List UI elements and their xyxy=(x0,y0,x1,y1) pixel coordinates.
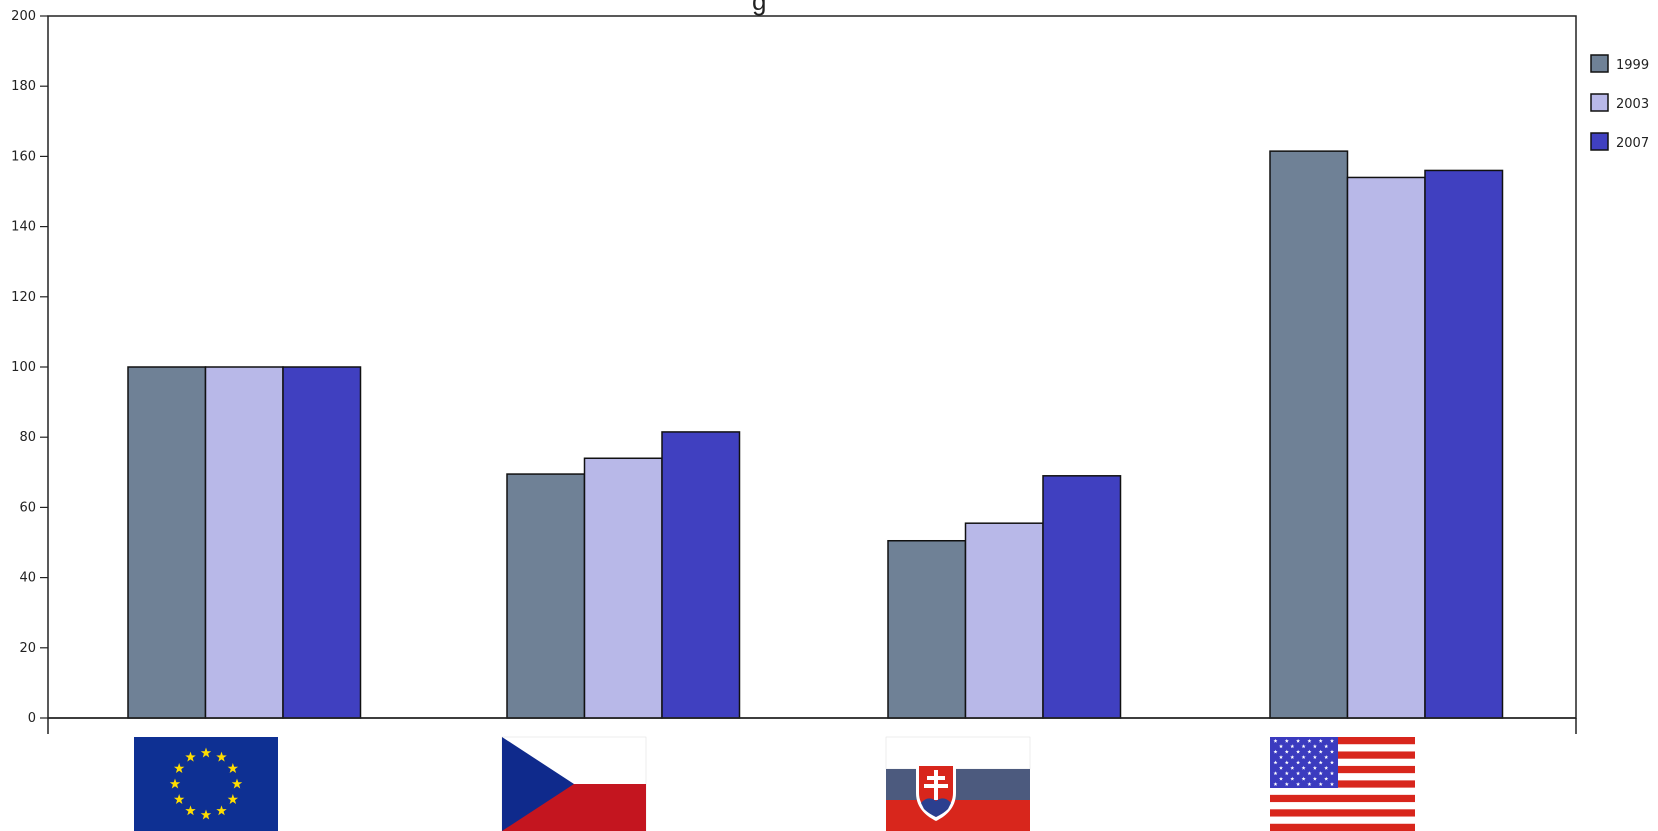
bar-2007-0 xyxy=(282,366,362,719)
y-tick-label: 140 xyxy=(11,220,36,235)
y-tick-label: 60 xyxy=(19,500,36,515)
legend-swatch-1999 xyxy=(1590,54,1609,73)
bar-1999-1 xyxy=(506,473,586,719)
legend-swatch-2003 xyxy=(1590,93,1609,112)
y-tick-label: 20 xyxy=(19,641,36,656)
bar-2007-3 xyxy=(1424,169,1504,719)
y-tick-label: 160 xyxy=(11,149,36,164)
legend-label-2003: 2003 xyxy=(1616,97,1649,112)
bar-2003-3 xyxy=(1346,176,1426,719)
y-tick-label: 200 xyxy=(11,9,36,24)
bar-2003-1 xyxy=(583,457,663,719)
y-axis: 0 20 40 60 80 100 120 140 160 180 200 xyxy=(11,9,48,726)
legend: 1999 2003 2007 xyxy=(1590,54,1649,151)
chart-title-fragment: g xyxy=(752,0,766,16)
legend-label-2007: 2007 xyxy=(1616,136,1649,151)
bars-group xyxy=(127,150,1504,719)
y-tick-label: 180 xyxy=(11,79,36,94)
bar-1999-2 xyxy=(887,539,967,719)
usa-flag-icon xyxy=(1270,737,1415,831)
bar-1999-0 xyxy=(127,366,207,719)
eu-flag-icon xyxy=(134,737,278,831)
y-tick-label: 100 xyxy=(11,360,36,375)
legend-label-1999: 1999 xyxy=(1616,58,1649,73)
bar-2003-0 xyxy=(204,366,284,719)
y-tick-label: 80 xyxy=(19,430,36,445)
bar-2007-1 xyxy=(661,431,741,719)
czech-flag-icon xyxy=(501,736,647,831)
y-tick-label: 0 xyxy=(28,711,36,726)
y-tick-label: 120 xyxy=(11,290,36,305)
y-tick-label: 40 xyxy=(19,571,36,586)
bar-2003-2 xyxy=(964,522,1044,719)
bar-2007-2 xyxy=(1042,475,1122,719)
bar-1999-3 xyxy=(1269,150,1349,719)
slovakia-flag-icon xyxy=(885,736,1031,831)
legend-swatch-2007 xyxy=(1590,132,1609,151)
